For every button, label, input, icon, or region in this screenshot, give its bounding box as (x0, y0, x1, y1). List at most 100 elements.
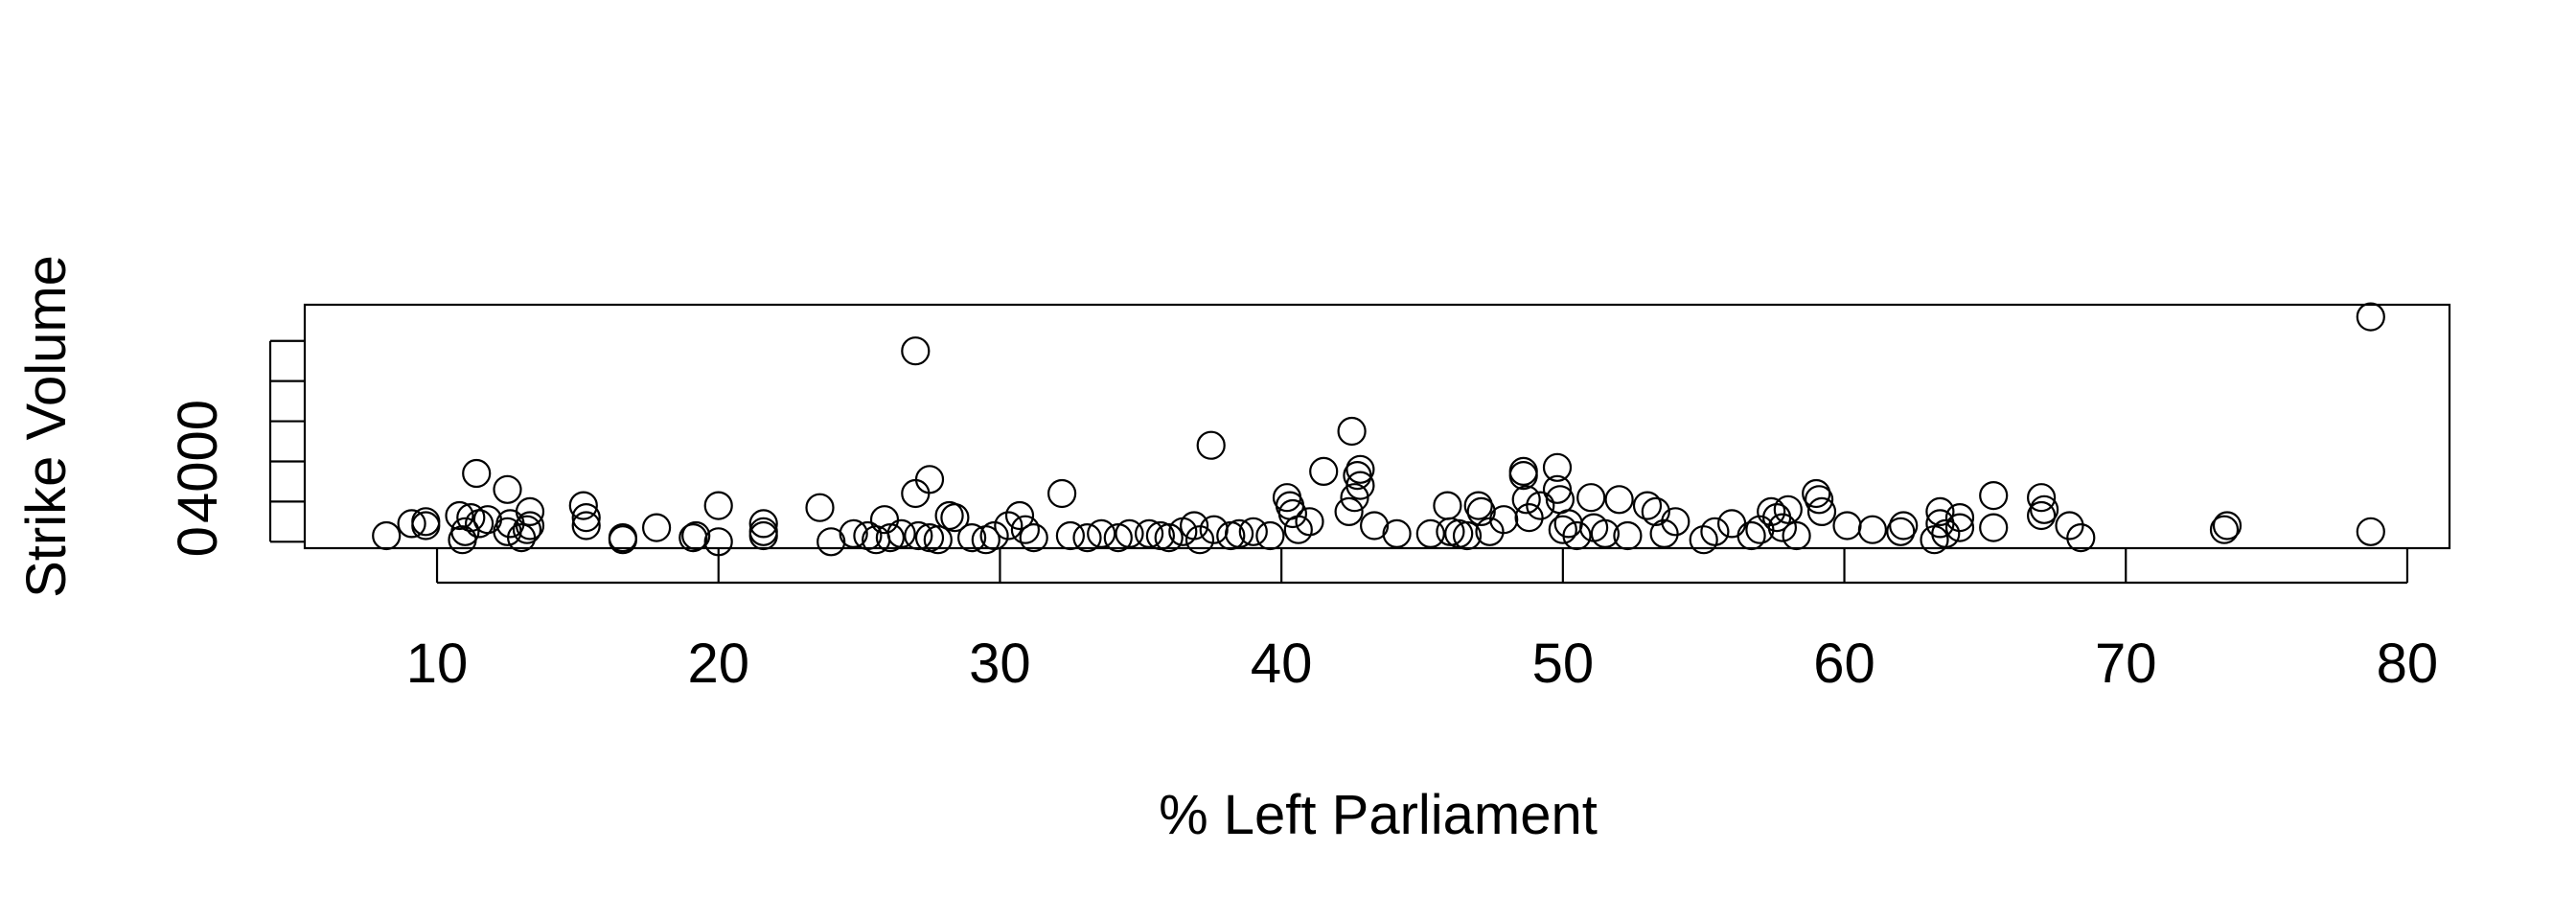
y-axis-label: Strike Volume (15, 255, 78, 598)
data-point (1072, 522, 1102, 553)
data-point (940, 502, 970, 533)
data-point (397, 509, 426, 539)
plot-frame (303, 303, 2451, 550)
data-point (1979, 480, 2009, 511)
data-point (411, 507, 441, 537)
data-point (571, 511, 601, 540)
data-point (641, 513, 672, 542)
data-point (2356, 517, 2385, 546)
data-point (1196, 430, 1226, 460)
data-point (816, 527, 846, 557)
data-point (1700, 517, 1730, 546)
data-point (1806, 496, 1837, 527)
y-tick-label: 0 (167, 526, 229, 557)
data-point (515, 496, 545, 527)
data-point (2356, 302, 2385, 332)
data-point (2212, 511, 2242, 540)
data-point (1238, 517, 1268, 546)
data-point (1337, 416, 1367, 447)
data-point (512, 515, 542, 544)
data-point (568, 491, 598, 520)
data-point (515, 511, 545, 540)
data-point (1179, 511, 1209, 540)
data-point (956, 522, 987, 553)
data-point (1154, 522, 1184, 553)
data-point (1767, 513, 1798, 542)
data-point (1277, 498, 1308, 529)
x-tick-label: 50 (1532, 632, 1595, 695)
data-point (1576, 483, 1606, 513)
data-point (1508, 461, 1538, 491)
x-tick-label: 70 (2095, 632, 2157, 695)
data-point (1661, 507, 1690, 537)
x-axis: 10 20 30 40 50 60 70 80 (406, 548, 2438, 695)
data-point (2066, 522, 2096, 553)
x-tick-label: 40 (1251, 632, 1313, 695)
data-point (1046, 478, 1077, 509)
data-point (1346, 454, 1375, 484)
data-point (462, 458, 492, 489)
data-point (1944, 513, 1975, 542)
data-point (445, 500, 474, 531)
data-point (1632, 491, 1663, 520)
data-point (869, 505, 900, 535)
data-point (571, 502, 601, 533)
data-point (1757, 496, 1786, 527)
x-tick-label: 80 (2377, 632, 2439, 695)
data-point (1773, 494, 1803, 524)
data-point (493, 474, 522, 504)
data-point (1514, 502, 1544, 533)
data-point (748, 509, 778, 539)
data-point (1004, 500, 1035, 531)
data-point (1857, 515, 1888, 544)
x-tick-label: 10 (406, 632, 469, 695)
data-point (1295, 507, 1324, 537)
data-point (1979, 513, 2009, 542)
data-point (1804, 485, 1834, 515)
data-point (1944, 502, 1975, 533)
data-point (901, 336, 931, 366)
data-point (994, 511, 1024, 540)
data-point (1489, 505, 1519, 535)
data-points (372, 302, 2385, 557)
data-point (1889, 511, 1919, 540)
data-point (1334, 496, 1364, 527)
x-axis-label: % Left Parliament (1159, 784, 1598, 846)
data-point (1542, 474, 1573, 504)
x-tick-label: 60 (1813, 632, 1875, 695)
data-point (1184, 525, 1215, 555)
data-point (450, 517, 480, 546)
data-point (1604, 485, 1634, 515)
data-point (2209, 515, 2240, 544)
data-point (1019, 522, 1048, 553)
x-tick-label: 30 (969, 632, 1031, 695)
data-point (1548, 515, 1577, 544)
data-point (703, 491, 733, 520)
data-point (1010, 515, 1041, 544)
x-tick-label: 20 (687, 632, 749, 695)
data-point (2027, 483, 2057, 513)
data-point (608, 525, 638, 555)
data-point (2030, 494, 2059, 524)
data-point (1359, 511, 1390, 540)
data-point (2027, 500, 2057, 531)
data-point (456, 502, 486, 533)
data-point (875, 522, 906, 553)
data-point (1103, 522, 1133, 553)
y-tick-label: 4000 (167, 400, 229, 523)
data-point (923, 525, 953, 555)
data-point (1542, 452, 1573, 482)
data-point (1886, 517, 1916, 546)
data-point (805, 493, 835, 522)
data-point (1511, 485, 1541, 515)
data-point (1641, 496, 1670, 527)
data-point (1346, 471, 1375, 500)
data-point (1925, 496, 1955, 527)
data-point (1309, 456, 1339, 486)
data-point (914, 465, 945, 494)
data-point (1802, 478, 1831, 509)
data-point (1343, 461, 1372, 491)
